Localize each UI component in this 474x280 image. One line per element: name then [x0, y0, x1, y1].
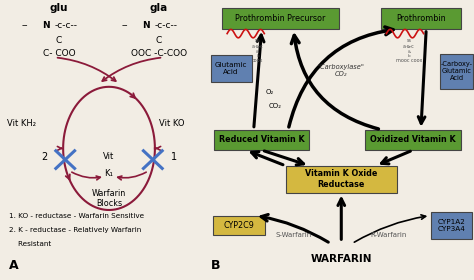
Text: R-Warfarin: R-Warfarin [371, 232, 407, 238]
Text: -c-c--: -c-c-- [155, 21, 178, 30]
Text: Warfarin
Blocks: Warfarin Blocks [92, 189, 126, 209]
Text: A: A [9, 259, 18, 272]
Text: gla: gla [150, 3, 168, 13]
Text: Vit: Vit [103, 152, 115, 161]
Text: mooc coox: mooc coox [396, 58, 422, 63]
Text: Glutamic
Acid: Glutamic Acid [215, 62, 247, 75]
Text: K₁: K₁ [105, 169, 113, 178]
FancyBboxPatch shape [213, 216, 265, 235]
Text: B: B [211, 259, 221, 272]
FancyBboxPatch shape [365, 130, 461, 150]
Text: 1. KO - reductase - Warfarin Sensitive: 1. KO - reductase - Warfarin Sensitive [9, 213, 144, 219]
Text: 2. K - reductase - Relatively Warfarin: 2. K - reductase - Relatively Warfarin [9, 227, 141, 233]
Text: coox: coox [252, 58, 264, 63]
Text: C: C [56, 36, 62, 45]
Text: Resistant: Resistant [9, 241, 51, 247]
Text: --: -- [21, 21, 28, 30]
Text: Prothrombin Precursor: Prothrombin Precursor [235, 14, 326, 23]
Text: -Carboxy-
Glutamic
Acid: -Carboxy- Glutamic Acid [441, 61, 473, 81]
FancyBboxPatch shape [431, 212, 472, 239]
FancyBboxPatch shape [210, 55, 252, 82]
Text: 2: 2 [41, 152, 47, 162]
Text: Vit KH₂: Vit KH₂ [7, 119, 36, 128]
FancyBboxPatch shape [440, 54, 474, 89]
Text: "Carboxylase"
CO₂: "Carboxylase" CO₂ [318, 64, 365, 76]
FancyBboxPatch shape [285, 166, 397, 193]
FancyBboxPatch shape [222, 8, 338, 29]
Text: Oxidized Vitamin K: Oxidized Vitamin K [370, 136, 456, 144]
Text: C- COO: C- COO [43, 49, 75, 58]
Text: glu: glu [50, 3, 68, 13]
Text: C: C [156, 36, 162, 45]
FancyBboxPatch shape [214, 130, 310, 150]
Text: 1: 1 [171, 152, 177, 162]
Text: CYP2C9: CYP2C9 [224, 221, 255, 230]
Text: ss
a-c-c: ss a-c-c [252, 38, 264, 49]
Text: OOC -C-COO: OOC -C-COO [131, 49, 187, 58]
Text: Vitamin K Oxide
Reductase: Vitamin K Oxide Reductase [305, 169, 377, 189]
Text: ss
a-c-c: ss a-c-c [403, 38, 415, 49]
Text: N: N [142, 21, 150, 30]
Text: a
&
b: a & b [407, 45, 410, 59]
Text: Vit KO: Vit KO [159, 119, 184, 128]
Text: S-Warfarin: S-Warfarin [275, 232, 311, 238]
Text: WARFARIN: WARFARIN [310, 254, 372, 264]
Text: -c-c--: -c-c-- [55, 21, 78, 30]
Text: CO₂: CO₂ [268, 103, 282, 109]
Text: a
&
b: a & b [256, 45, 259, 59]
Text: O₂: O₂ [265, 89, 274, 95]
Text: Prothrombin: Prothrombin [396, 14, 446, 23]
Text: --: -- [121, 21, 128, 30]
Text: CYP1A2
CYP3A4: CYP1A2 CYP3A4 [438, 219, 465, 232]
Text: Reduced Vitamin K: Reduced Vitamin K [219, 136, 304, 144]
FancyBboxPatch shape [381, 8, 461, 29]
Text: N: N [42, 21, 50, 30]
